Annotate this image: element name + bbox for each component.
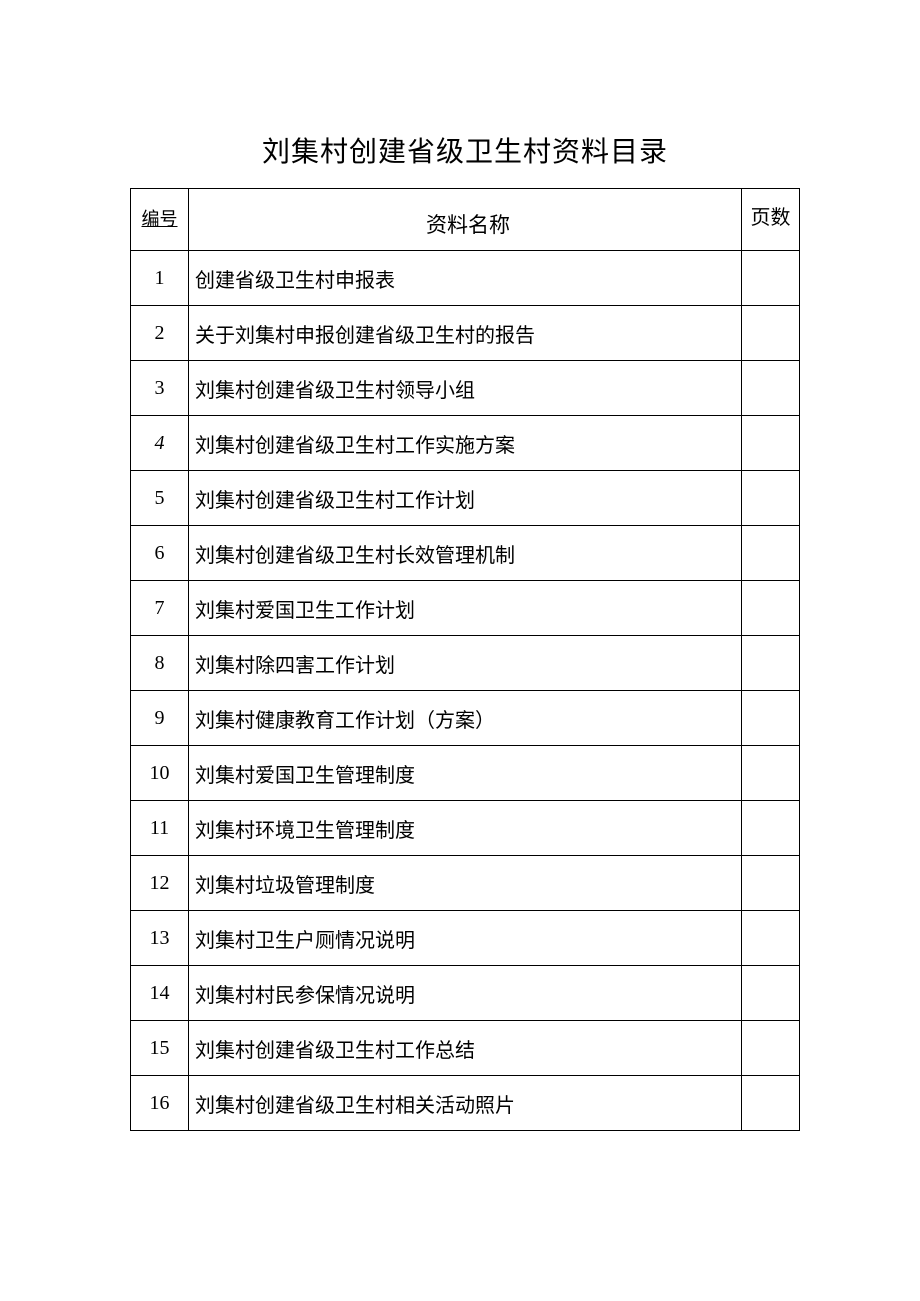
row-name: 刘集村环境卫生管理制度 — [189, 801, 742, 856]
row-page — [742, 471, 800, 526]
table-row: 4刘集村创建省级卫生村工作实施方案 — [131, 416, 800, 471]
row-num: 15 — [131, 1021, 189, 1076]
row-name: 刘集村健康教育工作计划（方案） — [189, 691, 742, 746]
table-row: 10刘集村爱国卫生管理制度 — [131, 746, 800, 801]
row-name: 刘集村爱国卫生管理制度 — [189, 746, 742, 801]
row-num: 13 — [131, 911, 189, 966]
row-name: 刘集村创建省级卫生村领导小组 — [189, 361, 742, 416]
row-num: 8 — [131, 636, 189, 691]
row-num: 7 — [131, 581, 189, 636]
row-page — [742, 636, 800, 691]
row-num: 2 — [131, 306, 189, 361]
row-page — [742, 361, 800, 416]
row-name: 刘集村除四害工作计划 — [189, 636, 742, 691]
row-num: 10 — [131, 746, 189, 801]
row-name: 刘集村垃圾管理制度 — [189, 856, 742, 911]
header-name: 资料名称 — [189, 189, 742, 251]
row-num: 11 — [131, 801, 189, 856]
row-page — [742, 911, 800, 966]
row-name: 刘集村爱国卫生工作计划 — [189, 581, 742, 636]
table-row: 2关于刘集村申报创建省级卫生村的报告 — [131, 306, 800, 361]
table-row: 15刘集村创建省级卫生村工作总结 — [131, 1021, 800, 1076]
row-page — [742, 1076, 800, 1131]
row-name: 刘集村创建省级卫生村长效管理机制 — [189, 526, 742, 581]
table-row: 5刘集村创建省级卫生村工作计划 — [131, 471, 800, 526]
row-page — [742, 416, 800, 471]
row-num: 14 — [131, 966, 189, 1021]
row-num: 1 — [131, 251, 189, 306]
document-title: 刘集村创建省级卫生村资料目录 — [130, 130, 800, 170]
table-row: 13刘集村卫生户厕情况说明 — [131, 911, 800, 966]
catalog-table: 编号资料名称页数1创建省级卫生村申报表2关于刘集村申报创建省级卫生村的报告3刘集… — [130, 188, 800, 1131]
header-num: 编号 — [131, 189, 189, 251]
row-page — [742, 1021, 800, 1076]
table-row: 12刘集村垃圾管理制度 — [131, 856, 800, 911]
row-name: 刘集村创建省级卫生村相关活动照片 — [189, 1076, 742, 1131]
catalog-tbody: 编号资料名称页数1创建省级卫生村申报表2关于刘集村申报创建省级卫生村的报告3刘集… — [131, 189, 800, 1131]
row-page — [742, 251, 800, 306]
row-num: 16 — [131, 1076, 189, 1131]
table-header-row: 编号资料名称页数 — [131, 189, 800, 251]
row-num: 9 — [131, 691, 189, 746]
table-row: 16刘集村创建省级卫生村相关活动照片 — [131, 1076, 800, 1131]
table-row: 9刘集村健康教育工作计划（方案） — [131, 691, 800, 746]
row-num: 6 — [131, 526, 189, 581]
row-page — [742, 856, 800, 911]
row-name: 创建省级卫生村申报表 — [189, 251, 742, 306]
row-page — [742, 581, 800, 636]
row-page — [742, 801, 800, 856]
table-row: 7刘集村爱国卫生工作计划 — [131, 581, 800, 636]
table-row: 6刘集村创建省级卫生村长效管理机制 — [131, 526, 800, 581]
table-row: 11刘集村环境卫生管理制度 — [131, 801, 800, 856]
row-page — [742, 746, 800, 801]
row-name: 刘集村创建省级卫生村工作实施方案 — [189, 416, 742, 471]
row-name: 刘集村创建省级卫生村工作计划 — [189, 471, 742, 526]
table-row: 8刘集村除四害工作计划 — [131, 636, 800, 691]
row-page — [742, 306, 800, 361]
page-container: 刘集村创建省级卫生村资料目录 编号资料名称页数1创建省级卫生村申报表2关于刘集村… — [0, 0, 920, 1131]
row-num: 12 — [131, 856, 189, 911]
row-num: 4 — [131, 416, 189, 471]
row-name: 刘集村村民参保情况说明 — [189, 966, 742, 1021]
row-name: 关于刘集村申报创建省级卫生村的报告 — [189, 306, 742, 361]
row-name: 刘集村创建省级卫生村工作总结 — [189, 1021, 742, 1076]
table-row: 3刘集村创建省级卫生村领导小组 — [131, 361, 800, 416]
row-page — [742, 966, 800, 1021]
table-row: 1创建省级卫生村申报表 — [131, 251, 800, 306]
row-num: 3 — [131, 361, 189, 416]
row-page — [742, 691, 800, 746]
row-page — [742, 526, 800, 581]
table-row: 14刘集村村民参保情况说明 — [131, 966, 800, 1021]
header-page: 页数 — [742, 189, 800, 251]
row-num: 5 — [131, 471, 189, 526]
row-name: 刘集村卫生户厕情况说明 — [189, 911, 742, 966]
